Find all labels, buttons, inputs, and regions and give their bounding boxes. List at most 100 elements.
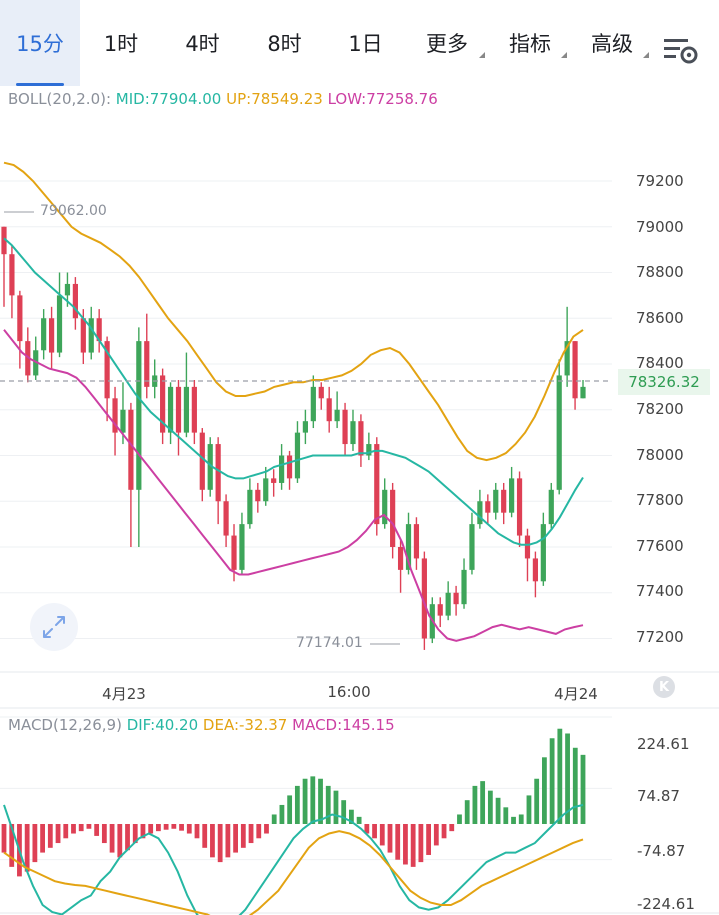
tab-more[interactable]: 更多 — [405, 0, 489, 86]
macd-histogram — [1, 728, 586, 877]
macd-bar — [294, 785, 300, 824]
macd-bar — [418, 824, 424, 863]
candle-body — [374, 444, 380, 525]
candle-body — [516, 478, 523, 536]
candle-body — [302, 421, 308, 433]
macd-bar — [125, 824, 130, 851]
macd-macd-value: MACD:145.15 — [292, 716, 395, 734]
price-tick: 77200 — [636, 628, 684, 646]
tab-4h[interactable]: 4时 — [162, 0, 243, 86]
macd-tick: -74.87 — [637, 842, 686, 860]
candle-body — [286, 455, 293, 479]
candle-body — [247, 489, 253, 525]
macd-bar — [186, 824, 192, 834]
macd-bar — [403, 824, 408, 865]
candle-body — [72, 283, 78, 319]
macd-bar — [47, 824, 53, 848]
candle-body — [9, 254, 15, 296]
tab-8h[interactable]: 8时 — [243, 0, 326, 86]
candle-body — [366, 444, 372, 456]
dropdown-caret-icon — [643, 52, 649, 58]
candle-body — [421, 558, 427, 639]
price-tick: 79200 — [636, 172, 684, 190]
expand-button[interactable] — [30, 603, 78, 651]
expand-icon — [43, 616, 65, 638]
price-tick: 77400 — [636, 582, 684, 600]
candle-body — [437, 604, 443, 616]
tab-advanced[interactable]: 高级 — [571, 0, 653, 86]
candle-body — [358, 421, 364, 456]
candle-body — [390, 489, 396, 547]
macd-bar — [318, 778, 323, 824]
macd-bar — [9, 824, 15, 867]
tab-label: 15分 — [16, 32, 64, 56]
tab-label: 更多 — [426, 32, 468, 56]
macd-bar — [1, 824, 7, 853]
boll-up-value: UP:78549.23 — [226, 90, 323, 108]
tab-15min[interactable]: 15分 — [0, 0, 80, 86]
k-logo-icon[interactable]: K — [653, 676, 675, 698]
macd-bar — [279, 804, 285, 824]
tab-1d[interactable]: 1日 — [326, 0, 405, 86]
macd-bar — [325, 785, 331, 824]
macd-bar — [287, 795, 293, 824]
candle-body — [1, 226, 7, 255]
dropdown-caret-icon — [561, 52, 567, 58]
macd-bar — [356, 816, 362, 824]
macd-bar — [302, 778, 308, 824]
candle-body — [564, 341, 570, 376]
macd-bar — [372, 824, 377, 839]
candle-body — [231, 535, 237, 570]
candle-body — [342, 409, 348, 445]
tab-label: 1日 — [348, 32, 383, 56]
candle-body — [493, 489, 499, 513]
tab-1h[interactable]: 1时 — [80, 0, 162, 86]
macd-bar — [542, 757, 547, 824]
macd-bar — [426, 824, 431, 855]
macd-bar — [379, 824, 385, 846]
candle-body — [445, 592, 451, 616]
candle-body — [397, 547, 404, 570]
macd-bar — [565, 733, 570, 824]
candle-body — [64, 283, 71, 296]
candle-body — [191, 386, 197, 433]
candle-body — [239, 524, 245, 570]
candle-body — [540, 524, 546, 582]
tab-indicators[interactable]: 指标 — [489, 0, 571, 86]
candles — [1, 226, 586, 650]
candle-body — [207, 444, 213, 490]
tab-label: 4时 — [185, 32, 220, 56]
macd-bar — [63, 824, 69, 839]
boll-name: BOLL(20,2.0): — [8, 90, 112, 108]
candle-body — [41, 318, 47, 351]
macd-bar — [464, 800, 470, 824]
macd-name: MACD(12,26,9) — [8, 716, 122, 734]
macd-bar — [140, 824, 146, 839]
candle-body — [556, 375, 562, 490]
macd-bar — [549, 738, 555, 824]
macd-bar — [534, 778, 540, 824]
candle-body — [263, 478, 269, 502]
candle-body — [405, 524, 412, 570]
macd-bar — [333, 790, 339, 824]
macd-bar — [78, 824, 84, 832]
macd-bar — [580, 754, 586, 824]
macd-bar — [441, 824, 447, 839]
macd-bar — [117, 824, 123, 858]
boll-legend: BOLL(20,2.0): MID:77904.00 UP:78549.23 L… — [8, 90, 438, 108]
macd-bar — [156, 824, 161, 832]
macd-bar — [132, 824, 138, 844]
macd-bar — [518, 814, 524, 824]
macd-dea-value: DEA:-32.37 — [202, 716, 288, 734]
candle-body — [453, 592, 459, 605]
macd-tick: -224.61 — [637, 895, 695, 913]
candle-body — [509, 478, 515, 513]
candle-body — [144, 341, 150, 387]
chart-settings-icon[interactable] — [662, 36, 700, 66]
macd-bar — [248, 824, 254, 844]
candle-body — [413, 524, 420, 559]
candle-body — [120, 409, 126, 433]
boll-low-line — [3, 329, 584, 642]
candle-body — [255, 489, 261, 502]
